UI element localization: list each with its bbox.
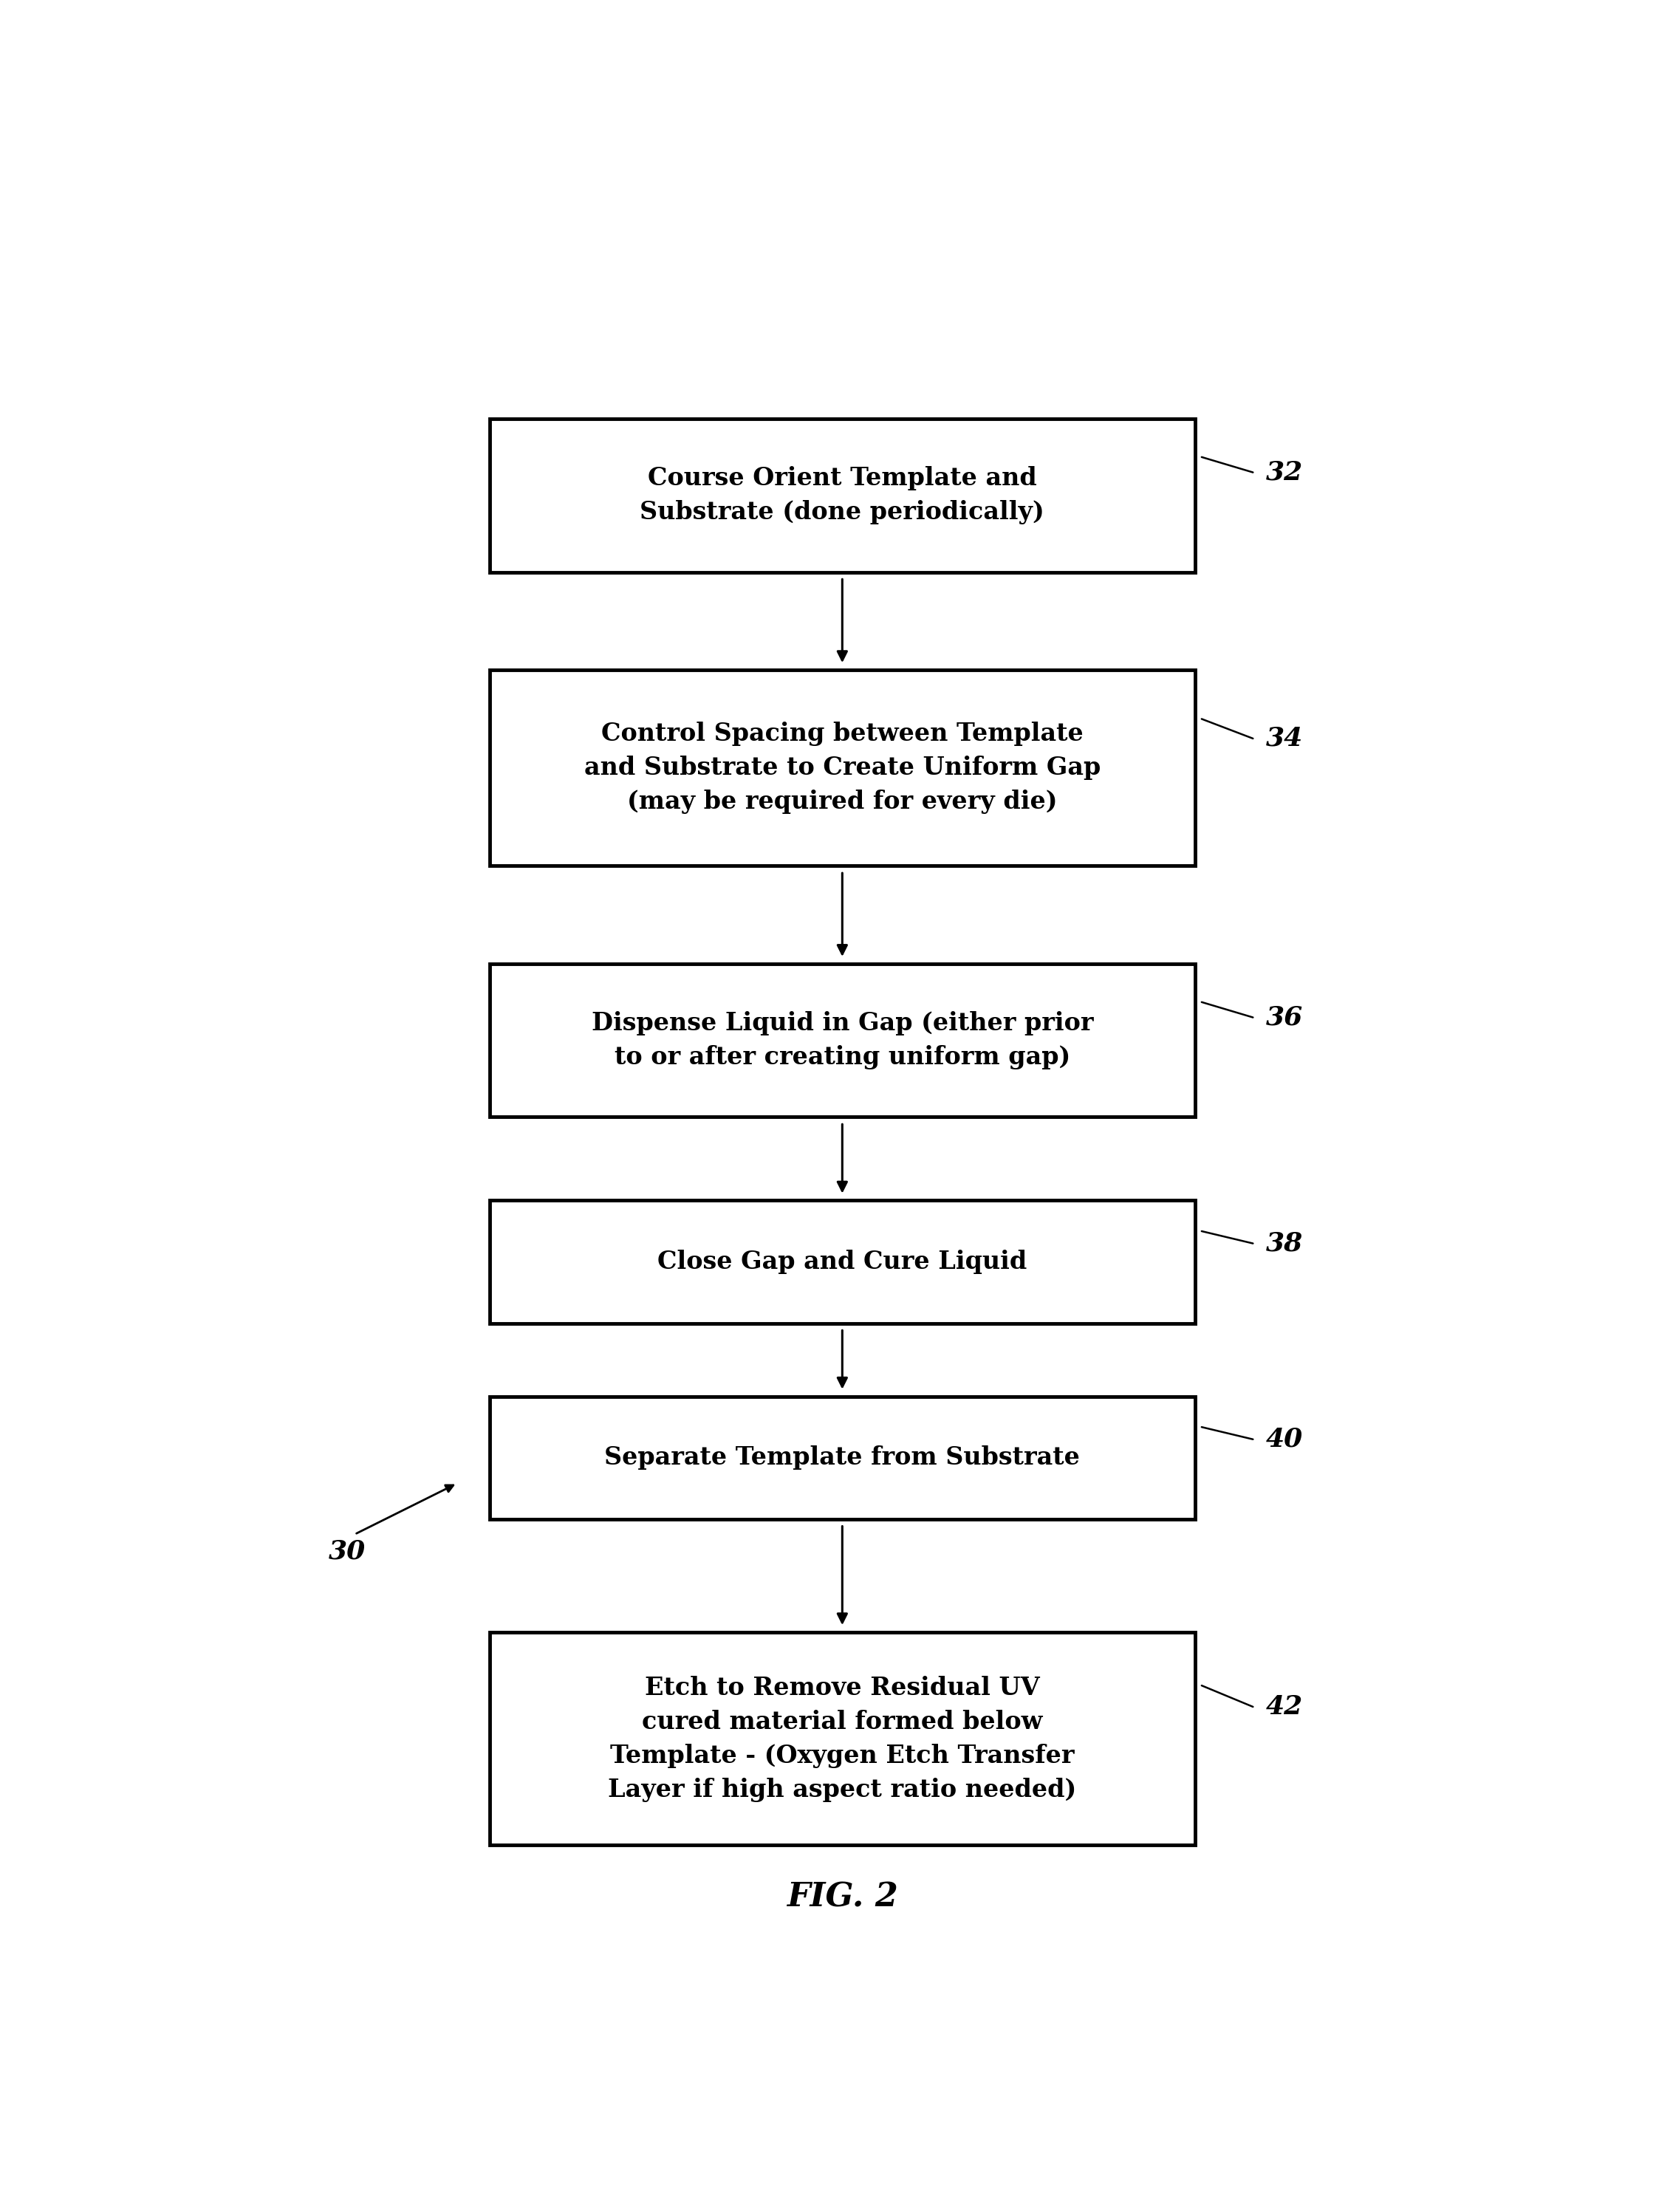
Text: Etch to Remove Residual UV
cured material formed below
Template - (Oxygen Etch T: Etch to Remove Residual UV cured materia…: [608, 1677, 1076, 1803]
Text: Separate Template from Substrate: Separate Template from Substrate: [604, 1444, 1080, 1471]
Text: 36: 36: [1265, 1004, 1303, 1031]
Bar: [490, 670, 1196, 865]
Text: 38: 38: [1265, 1230, 1303, 1256]
Bar: [490, 1396, 1196, 1520]
Bar: [490, 1632, 1196, 1845]
Text: FIG. 2: FIG. 2: [787, 1880, 898, 1913]
Text: Course Orient Template and
Substrate (done periodically): Course Orient Template and Substrate (do…: [639, 467, 1045, 524]
Bar: [490, 1201, 1196, 1323]
Bar: [490, 964, 1196, 1117]
Text: Dispense Liquid in Gap (either prior
to or after creating uniform gap): Dispense Liquid in Gap (either prior to …: [591, 1011, 1093, 1071]
Text: 40: 40: [1265, 1427, 1303, 1451]
Text: 34: 34: [1265, 726, 1303, 752]
Text: 32: 32: [1265, 460, 1303, 484]
Text: 30: 30: [330, 1540, 366, 1564]
Text: Close Gap and Cure Liquid: Close Gap and Cure Liquid: [657, 1250, 1027, 1274]
Bar: [490, 418, 1196, 573]
Text: Control Spacing between Template
and Substrate to Create Uniform Gap
(may be req: Control Spacing between Template and Sub…: [585, 721, 1101, 814]
Text: 42: 42: [1265, 1694, 1303, 1719]
